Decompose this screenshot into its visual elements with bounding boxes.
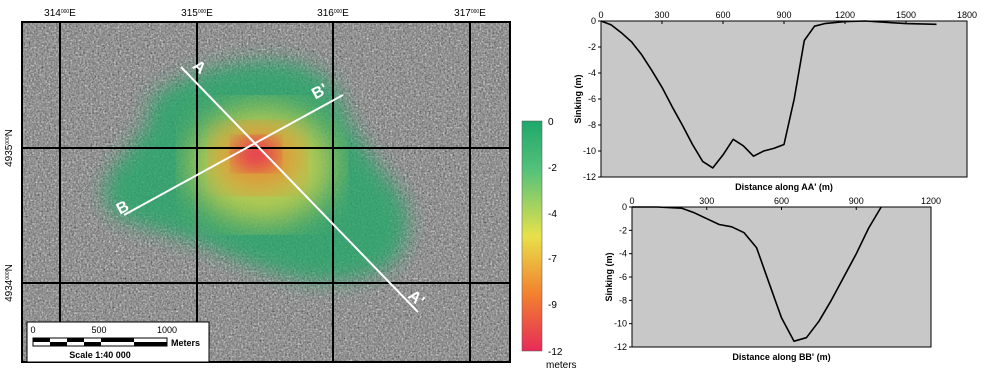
x-tick-label: 1200 xyxy=(921,196,941,206)
profile-line-aa xyxy=(180,66,419,313)
map-grid xyxy=(22,22,510,362)
y-axis-title: Sinking (m) xyxy=(604,252,614,301)
y-axis-title: Sinking (m) xyxy=(573,74,583,123)
scale-unit: Meters xyxy=(171,338,200,348)
y-tick-label: -6 xyxy=(588,94,596,104)
colorbar-tick: -4 xyxy=(548,209,557,220)
plot-area xyxy=(600,20,968,178)
profile-chart-aa: 0 300 600 900 1200 1500 1800 0 -2 -4 -6 -8 -10 -12 Dis… xyxy=(573,10,977,192)
y-tick-label: -4 xyxy=(619,249,627,259)
aerial-photo xyxy=(22,22,510,362)
northing-labels: 4935000N 4934000N xyxy=(4,129,15,302)
profile-lines xyxy=(123,66,419,313)
subsidence-overlay xyxy=(104,61,408,281)
y-tick-label: 0 xyxy=(622,202,627,212)
profile-line-bb xyxy=(123,94,344,216)
easting-labels: 314000E 315000E 316000E 317000E xyxy=(44,8,486,19)
easting-label: 315000E xyxy=(181,8,213,19)
scale-tick-label: 500 xyxy=(91,325,106,335)
x-axis-title: Distance along AA' (m) xyxy=(735,182,833,192)
easting-label: 317000E xyxy=(454,8,486,19)
x-tick-label: 600 xyxy=(715,10,730,20)
colorbar-tick: -7 xyxy=(548,254,557,265)
y-tick-label: -12 xyxy=(614,342,627,352)
scale-text: Scale 1:40 000 xyxy=(69,350,131,360)
y-tick-label: -2 xyxy=(588,42,596,52)
x-tick-label: 300 xyxy=(699,196,714,206)
colorbar-gradient xyxy=(521,120,543,352)
x-tick-label: 900 xyxy=(849,196,864,206)
x-tick-label: 300 xyxy=(654,10,669,20)
colorbar-tick: -2 xyxy=(548,163,557,174)
profile-chart-bb: 0 300 600 900 1200 0 -2 -4 -6 -8 -10 -12 Distance al… xyxy=(604,196,941,362)
y-tick-label: -8 xyxy=(619,295,627,305)
profile-label-b-prime: B' xyxy=(309,81,331,103)
x-axis-title: Distance along BB' (m) xyxy=(732,352,830,362)
scale-bar: 0 500 1000 Meters Scale 1:40 000 xyxy=(26,321,210,363)
x-tick-label: 900 xyxy=(776,10,791,20)
subsidence-core xyxy=(234,138,278,170)
colorbar: 0 -2 -4 -7 -9 -12 meters xyxy=(521,117,577,371)
x-tick-label: 0 xyxy=(598,10,603,20)
map-panel: A A' B B' 314000E 315000E 316000E 317000… xyxy=(4,8,511,363)
series-line xyxy=(632,206,882,342)
x-tick-label: 1200 xyxy=(835,10,855,20)
y-tick-label: -10 xyxy=(614,319,627,329)
colorbar-tick: 0 xyxy=(548,117,554,128)
northing-label: 4935000N xyxy=(4,129,15,167)
northing-label: 4934000N xyxy=(4,264,15,302)
y-tick-label: -12 xyxy=(583,172,596,182)
colorbar-tick: -12 xyxy=(548,347,563,358)
map-frame xyxy=(21,21,511,363)
x-tick-label: 1800 xyxy=(957,10,977,20)
y-tick-label: -8 xyxy=(588,120,596,130)
x-tick-label: 1500 xyxy=(896,10,916,20)
y-tick-label: 0 xyxy=(591,16,596,26)
y-tick-label: -10 xyxy=(583,146,596,156)
easting-label: 316000E xyxy=(317,8,349,19)
y-tick-label: -2 xyxy=(619,225,627,235)
x-tick-label: 0 xyxy=(629,196,634,206)
plot-area xyxy=(631,206,932,348)
x-tick-label: 600 xyxy=(774,196,789,206)
colorbar-unit: meters xyxy=(546,360,577,371)
y-tick-label: -6 xyxy=(619,272,627,282)
y-tick-label: -4 xyxy=(588,68,596,78)
series-line xyxy=(600,20,937,169)
easting-label: 314000E xyxy=(44,8,76,19)
colorbar-tick: -9 xyxy=(548,300,557,311)
scale-tick-label: 1000 xyxy=(157,325,177,335)
scale-tick-label: 0 xyxy=(30,325,35,335)
